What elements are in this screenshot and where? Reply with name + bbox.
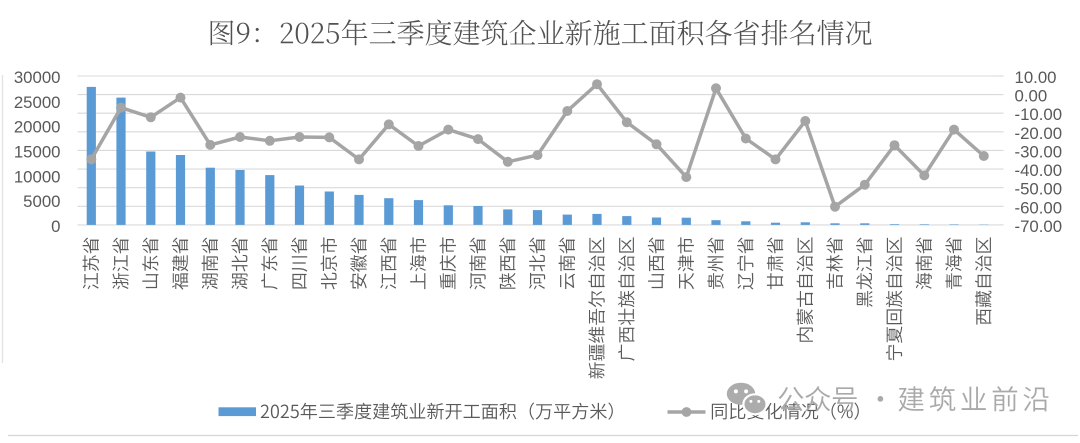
svg-text:30000: 30000 — [14, 68, 61, 87]
svg-text:5000: 5000 — [23, 192, 60, 211]
svg-text:-20.00: -20.00 — [1015, 124, 1063, 143]
svg-text:-50.00: -50.00 — [1015, 180, 1063, 199]
svg-text:15000: 15000 — [14, 142, 61, 161]
svg-text:-30.00: -30.00 — [1015, 142, 1063, 161]
svg-text:10000: 10000 — [14, 167, 61, 186]
svg-text:-70.00: -70.00 — [1015, 217, 1063, 236]
svg-text:-10.00: -10.00 — [1015, 105, 1063, 124]
svg-text:10.00: 10.00 — [1015, 68, 1057, 87]
svg-text:0.00: 0.00 — [1015, 87, 1048, 106]
svg-text:25000: 25000 — [14, 93, 61, 112]
svg-text:-40.00: -40.00 — [1015, 161, 1063, 180]
svg-text:0: 0 — [51, 217, 60, 236]
svg-text:-60.00: -60.00 — [1015, 198, 1063, 217]
svg-text:20000: 20000 — [14, 118, 61, 137]
